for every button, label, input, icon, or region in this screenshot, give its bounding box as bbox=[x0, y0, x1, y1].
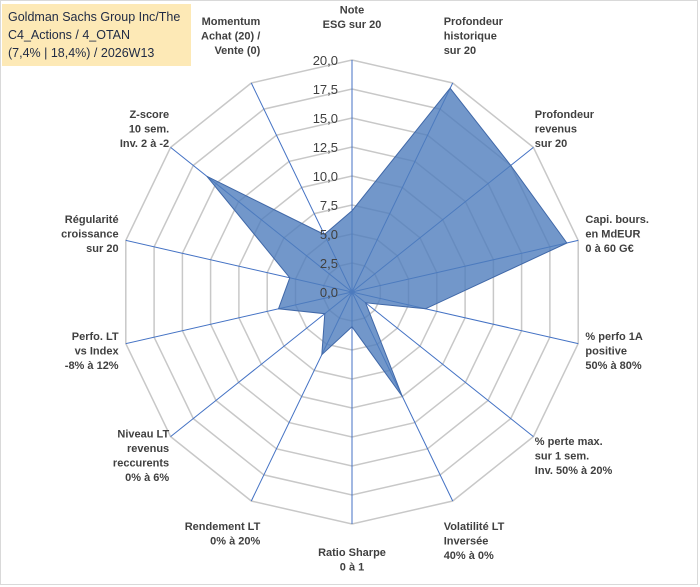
axis-label-1: Profondeur historique sur 20 bbox=[444, 16, 504, 57]
axis-label-11: Régularité croissance sur 20 bbox=[61, 214, 118, 255]
axis-label-12: Z-score 10 sem. Inv. 2 à -2 bbox=[120, 109, 169, 150]
tick-label-4: 10,0 bbox=[313, 169, 338, 184]
axis-label-3: Capi. bours. en MdEUR 0 à 60 G€ bbox=[585, 214, 649, 255]
tick-label-7: 17,5 bbox=[313, 82, 338, 97]
axis-label-10: Perfo. LT vs Index -8% à 12% bbox=[65, 331, 120, 372]
tick-label-5: 12,5 bbox=[313, 140, 338, 155]
tick-label-1: 2,5 bbox=[320, 256, 338, 271]
title-line-period: (7,4% | 18,4%) / 2026W13 bbox=[8, 46, 155, 60]
axis-label-6: Volatilité LT Inversée 40% à 0% bbox=[444, 521, 505, 562]
tick-label-2: 5,0 bbox=[320, 227, 338, 242]
axis-labels: Note ESG sur 20 Profondeur historique sur 20… bbox=[61, 5, 649, 574]
axis-label-0: Note ESG sur 20 bbox=[323, 5, 382, 32]
axis-spoke-5 bbox=[351, 291, 534, 437]
tick-label-6: 15,0 bbox=[313, 111, 338, 126]
axis-label-2: Profondeur revenus sur 20 bbox=[535, 109, 595, 150]
axis-label-9: Niveau LT revenus reccurents 0% à 6% bbox=[113, 429, 170, 485]
axis-label-8: Rendement LT 0% à 20% bbox=[185, 521, 261, 548]
tick-label-8: 20,0 bbox=[313, 53, 338, 68]
axis-spoke-9 bbox=[170, 291, 353, 437]
tick-label-3: 7,5 bbox=[320, 198, 338, 213]
series bbox=[206, 87, 568, 397]
axis-label-4: % perfo 1A positive 50% à 80% bbox=[585, 331, 643, 372]
chart-title: Goldman Sachs Group Inc/The C4_Actions /… bbox=[2, 4, 191, 66]
axis-label-5: % perte max. sur 1 sem. Inv. 50% à 20% bbox=[535, 436, 613, 477]
title-line-category: C4_Actions / 4_OTAN bbox=[8, 28, 131, 42]
title-line-company: Goldman Sachs Group Inc/The bbox=[8, 10, 181, 24]
axis-label-7: Ratio Sharpe 0 à 1 bbox=[318, 547, 386, 574]
tick-labels: 0,0 2,5 5,0 7,5 10,0 12,5 15,0 17,5 20,0 bbox=[313, 53, 338, 300]
tick-label-0: 0,0 bbox=[320, 285, 338, 300]
axis-label-13: Momentum Achat (20) / Vente (0) bbox=[201, 16, 261, 57]
